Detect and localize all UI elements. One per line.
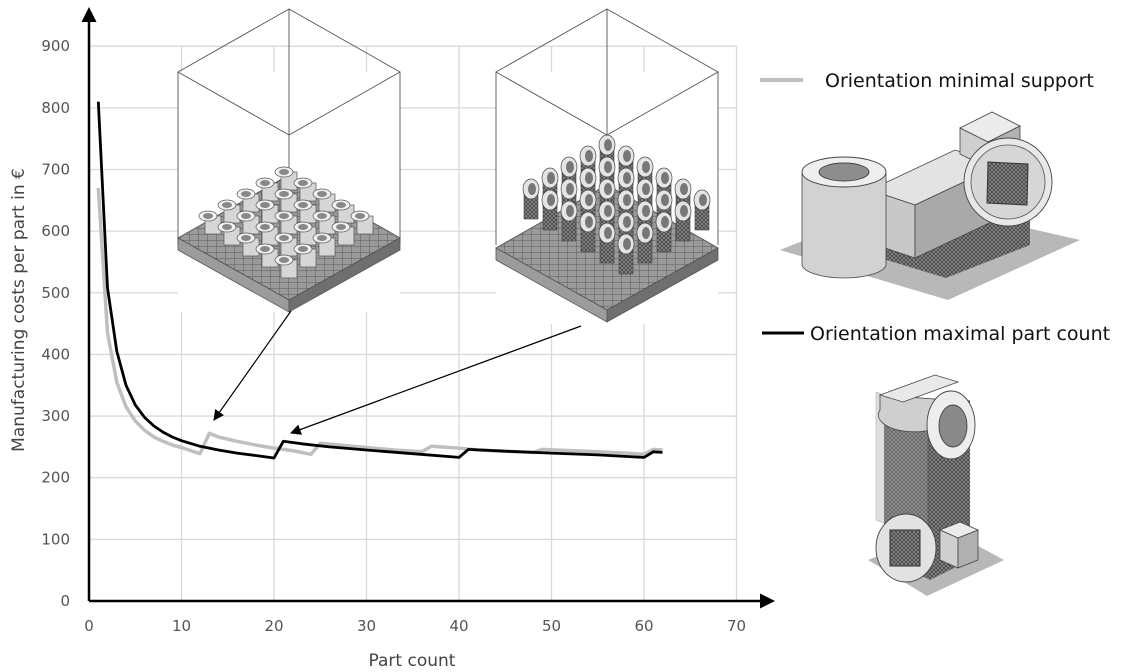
part-orientation-maximal-part-count-illustration: [868, 374, 1004, 596]
part-hole: [279, 257, 289, 263]
part-hole: [642, 183, 650, 195]
part-hole: [547, 172, 555, 184]
y-tick-label: 600: [41, 222, 70, 240]
part-hole: [547, 194, 555, 206]
part-hole: [566, 205, 574, 217]
part-hole: [680, 183, 688, 195]
y-tick-label: 200: [41, 469, 70, 487]
part-hole: [585, 216, 593, 228]
part-hole: [585, 194, 593, 206]
part-array: [198, 166, 374, 279]
build-chamber-maximal-part-count-inset: [494, 8, 720, 324]
axes: [81, 7, 775, 609]
part-hole: [317, 213, 327, 219]
part-hole: [241, 213, 251, 219]
part-hole: [680, 205, 688, 217]
pointer-arrow-maximal-part-count: [289, 325, 582, 435]
part-hole: [623, 216, 631, 228]
y-tick-label: 900: [41, 37, 70, 55]
part-hole: [623, 172, 631, 184]
part-hole: [317, 235, 327, 241]
x-axis-title: Part count: [369, 651, 456, 671]
y-tick-label: 500: [41, 284, 70, 302]
part-hole: [336, 224, 346, 230]
x-tick-label: 40: [449, 617, 468, 635]
part-hole: [623, 150, 631, 162]
part-hole: [279, 213, 289, 219]
part-hole: [642, 205, 650, 217]
part-hole: [566, 161, 574, 173]
y-tick-label: 100: [41, 530, 70, 548]
x-tick-label: 10: [172, 617, 191, 635]
part-hole: [355, 213, 365, 219]
series-group: [96, 101, 663, 460]
part-orientation-minimal-support-illustration: [780, 111, 1080, 300]
part-hole: [585, 150, 593, 162]
part-hole: [241, 191, 251, 197]
part-hole: [661, 194, 669, 206]
part-hole: [604, 139, 612, 151]
part-hole: [203, 213, 213, 219]
x-tick-label: 20: [264, 617, 283, 635]
build-chamber-minimal-support-inset: [176, 8, 402, 313]
part-hole: [661, 172, 669, 184]
part-hole: [528, 183, 536, 195]
part-hole: [279, 191, 289, 197]
part-hole: [623, 238, 631, 250]
part-hole: [699, 194, 707, 206]
legend: Orientation minimal support Orientation …: [760, 70, 1110, 345]
legend-label-maximal-part-count: Orientation maximal part count: [810, 323, 1110, 345]
part-hole: [298, 246, 308, 252]
x-tick-labels: 0 10 20 30 40 50 60 70: [84, 617, 746, 635]
part-hole: [222, 224, 232, 230]
part-hole: [298, 224, 308, 230]
x-tick-label: 70: [727, 617, 746, 635]
part-hole: [279, 169, 289, 175]
y-tick-label: 0: [60, 592, 70, 610]
part-hole: [604, 227, 612, 239]
y-tick-labels: 0 100 200 300 400 500 600 700 800 900: [41, 37, 70, 610]
part-hole: [585, 172, 593, 184]
part-array: [522, 134, 711, 275]
part-hole: [566, 183, 574, 195]
part-hole: [661, 216, 669, 228]
part-hole: [298, 180, 308, 186]
y-axis-title: Manufacturing costs per part in €: [9, 168, 29, 452]
part-hole: [604, 205, 612, 217]
pointer-arrow-minimal-support: [213, 310, 292, 421]
y-tick-label: 700: [41, 160, 70, 178]
part-hole: [260, 224, 270, 230]
part-hole: [642, 161, 650, 173]
part-hole: [279, 235, 289, 241]
part-hole: [317, 191, 327, 197]
series-line-minimal-support: [96, 187, 663, 457]
part-hole: [604, 183, 612, 195]
x-tick-label: 50: [542, 617, 561, 635]
series-line-maximal-part-count: [96, 101, 663, 460]
part-hole: [260, 246, 270, 252]
x-tick-label: 30: [357, 617, 376, 635]
part-hole: [222, 202, 232, 208]
legend-label-minimal-support: Orientation minimal support: [825, 70, 1094, 92]
part-hole: [260, 180, 270, 186]
part-hole: [298, 202, 308, 208]
part-hole: [241, 235, 251, 241]
part-hole: [623, 194, 631, 206]
x-tick-label: 60: [634, 617, 653, 635]
y-tick-label: 300: [41, 407, 70, 425]
x-tick-label: 0: [84, 617, 94, 635]
part-hole: [336, 202, 346, 208]
y-tick-label: 800: [41, 99, 70, 117]
part-hole: [260, 202, 270, 208]
part-hole: [604, 161, 612, 173]
y-tick-label: 400: [41, 345, 70, 363]
part-hole: [642, 227, 650, 239]
